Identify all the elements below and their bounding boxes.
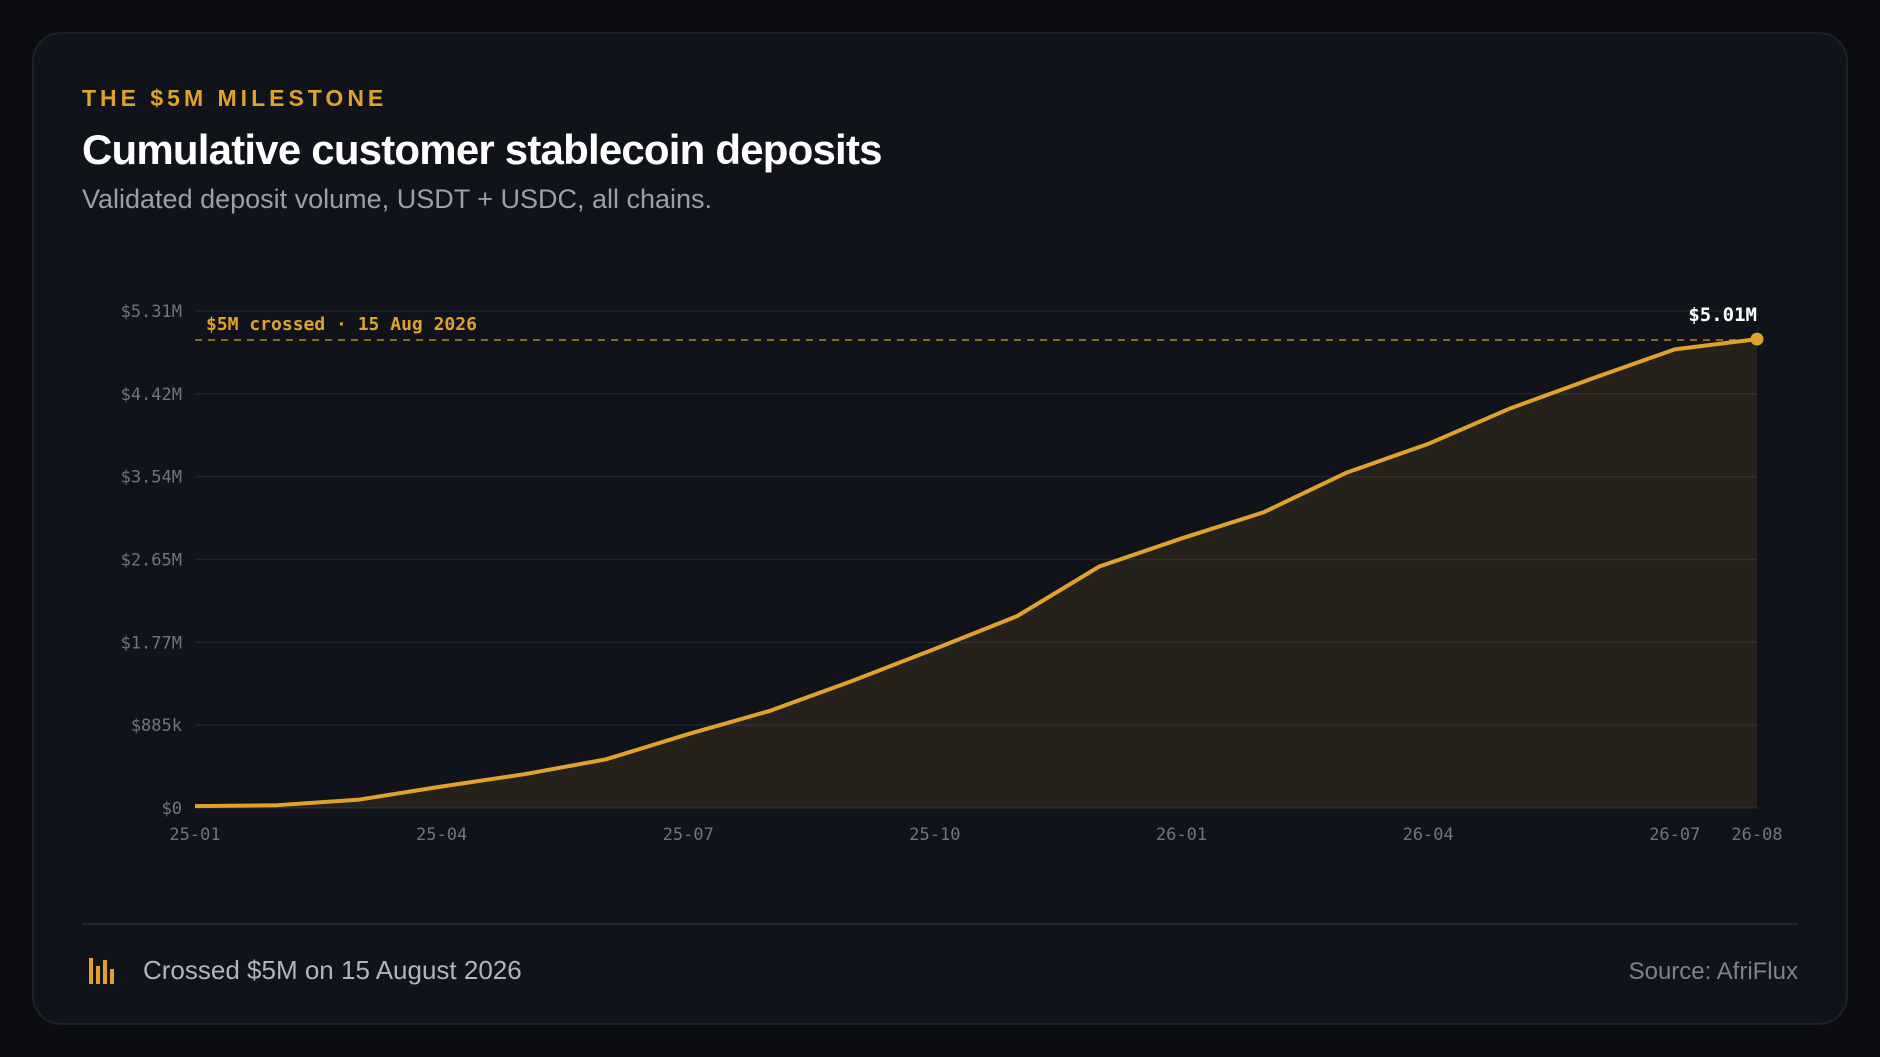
- card: [32, 32, 1848, 1025]
- y-tick-label: $1.77M: [121, 633, 182, 653]
- footer-source: Source: AfriFlux: [1629, 958, 1798, 985]
- footer-note: Crossed $5M on 15 August 2026: [143, 955, 522, 985]
- y-tick-label: $4.42M: [121, 385, 182, 405]
- eyebrow: THE $5M MILESTONE: [82, 85, 387, 111]
- end-point: [1750, 332, 1764, 346]
- chart-title: Cumulative customer stablecoin deposits: [82, 126, 882, 173]
- x-tick-label: 26-07: [1649, 825, 1700, 845]
- x-tick-label: 25-10: [909, 825, 960, 845]
- line: [194, 337, 1758, 809]
- y-tick-label: $3.54M: [121, 468, 182, 488]
- threshold-label: $5M crossed · 15 Aug 2026: [206, 314, 477, 335]
- value-label: $5.01M: [1688, 304, 1757, 326]
- area: [195, 339, 1757, 808]
- x-tick-label: 25-04: [416, 825, 467, 845]
- x-tick-label: 26-08: [1731, 825, 1782, 845]
- x-tick-label: 25-01: [169, 825, 220, 845]
- subtitle: Validated deposit volume, USDT + USDC, a…: [82, 184, 712, 214]
- y-tick-label: $885k: [131, 716, 182, 736]
- y-tick-label: $5.31M: [121, 302, 182, 322]
- footer-icon: [89, 958, 114, 984]
- x-tick-label: 25-07: [663, 825, 714, 845]
- x-tick-label: 26-04: [1403, 825, 1454, 845]
- y-tick-label: $2.65M: [121, 551, 182, 571]
- x-tick-label: 26-01: [1156, 825, 1207, 845]
- y-tick-label: $0: [162, 799, 182, 819]
